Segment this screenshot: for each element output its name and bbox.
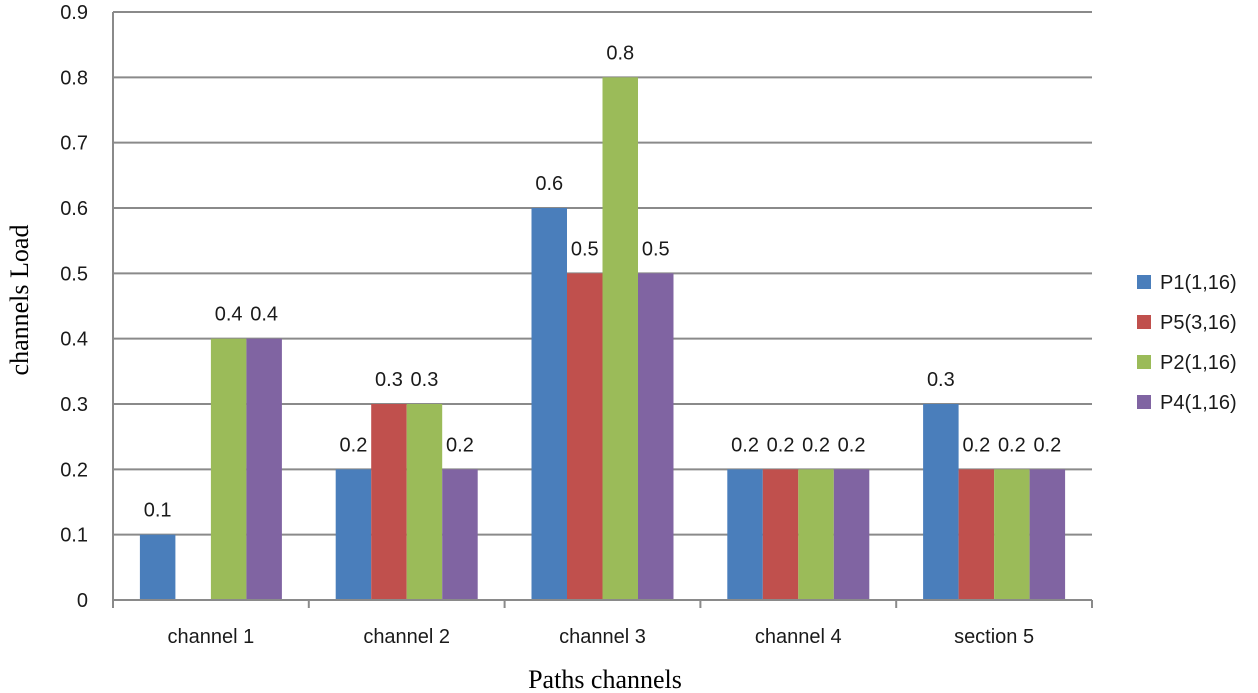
legend-swatch — [1137, 355, 1151, 369]
bar — [567, 273, 603, 600]
bar — [958, 469, 995, 600]
bar — [531, 208, 567, 600]
x-axis-title: Paths channels — [528, 665, 682, 693]
data-label: 0.3 — [375, 369, 403, 391]
y-tick-label: 0.6 — [60, 198, 88, 220]
data-label: 0.4 — [215, 304, 243, 326]
y-tick-label: 0.9 — [60, 2, 88, 24]
data-label: 0.2 — [731, 434, 759, 456]
bar — [442, 469, 478, 600]
legend: P1(1,16) P5(3,16) P2(1,16) P4(1,16) — [1137, 272, 1237, 414]
data-label: 0.2 — [446, 434, 474, 456]
bar — [923, 404, 959, 600]
bar — [798, 469, 834, 600]
bars — [139, 77, 1066, 601]
x-tick-label: channel 2 — [363, 626, 450, 648]
bar — [371, 404, 407, 600]
data-label: 0.5 — [642, 238, 670, 260]
bar — [1029, 469, 1066, 600]
data-label: 0.2 — [767, 434, 795, 456]
y-tick-label: 0.3 — [60, 394, 88, 416]
legend-swatch — [1137, 275, 1151, 289]
y-tick-label: 0.2 — [60, 459, 88, 481]
data-label: 0.1 — [144, 500, 172, 522]
y-tick-label: 0.5 — [60, 263, 88, 285]
bar — [638, 273, 674, 600]
legend-swatch — [1137, 395, 1151, 409]
bar — [762, 469, 799, 600]
data-label: 0.5 — [571, 238, 599, 260]
y-tick-label: 0 — [77, 590, 88, 612]
legend-label: P2(1,16) — [1160, 352, 1237, 374]
y-tick-label: 0.4 — [60, 329, 88, 351]
bar — [833, 469, 870, 600]
legend-swatch — [1137, 315, 1151, 329]
y-tick-label: 0.7 — [60, 133, 88, 155]
data-label: 0.3 — [927, 369, 955, 391]
bar — [139, 534, 176, 600]
legend-label: P4(1,16) — [1160, 392, 1237, 414]
data-label: 0.2 — [802, 434, 830, 456]
x-tick-label: channel 4 — [755, 626, 842, 648]
bar — [994, 469, 1030, 600]
y-axis-title: channels Load — [5, 225, 34, 376]
data-label: 0.4 — [250, 304, 278, 326]
legend-label: P5(3,16) — [1160, 312, 1237, 334]
data-label: 0.6 — [535, 173, 563, 195]
data-labels: 0.1 0.4 0.4 0.2 0.3 0.3 0.2 0.6 0.5 0.8 0.5 0.2 0.2 0… — [144, 42, 1062, 521]
y-tick-label: 0.8 — [60, 67, 88, 89]
data-label: 0.2 — [1033, 434, 1061, 456]
legend-label: P1(1,16) — [1160, 272, 1237, 294]
bar — [406, 404, 443, 600]
bar — [210, 338, 247, 600]
y-tick-label: 0.1 — [60, 525, 88, 547]
bar — [602, 77, 638, 601]
x-tick-label: channel 1 — [168, 626, 255, 648]
axes: 0 0.1 0.2 0.3 0.4 0.5 0.6 0.7 0.8 0.9 channel 1 cha… — [60, 2, 1093, 648]
x-tick-label: section 5 — [954, 626, 1034, 648]
data-label: 0.2 — [838, 434, 866, 456]
data-label: 0.3 — [411, 369, 439, 391]
bar — [727, 469, 763, 600]
data-label: 0.2 — [998, 434, 1026, 456]
data-label: 0.8 — [606, 42, 634, 64]
bar — [335, 469, 372, 600]
data-label: 0.2 — [340, 434, 368, 456]
bar — [246, 338, 282, 600]
x-tick-label: channel 3 — [559, 626, 646, 648]
data-label: 0.2 — [962, 434, 990, 456]
